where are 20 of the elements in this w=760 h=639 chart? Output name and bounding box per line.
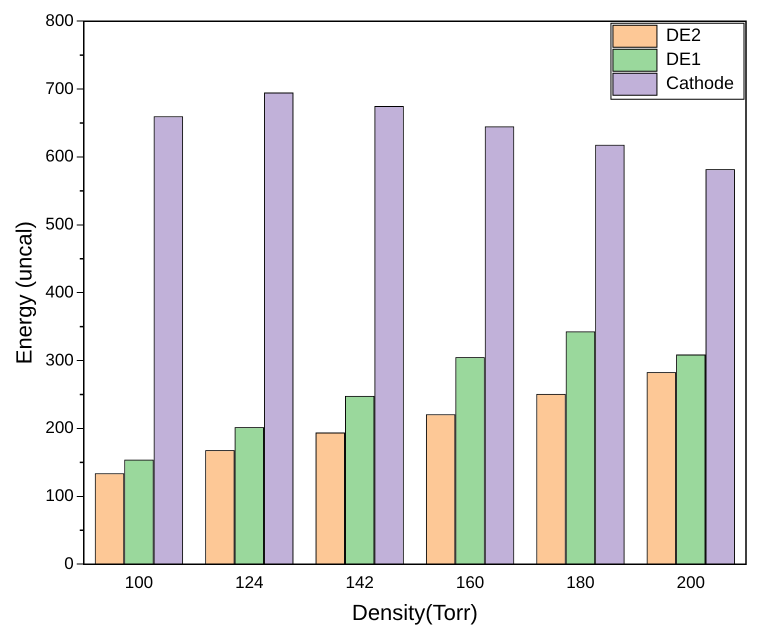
y-tick-label: 500 [45,214,74,234]
x-tick-label: 124 [235,573,264,592]
x-tick-label: 100 [124,573,154,592]
x-tick-label: 180 [566,573,595,592]
y-tick-label: 200 [45,418,74,438]
legend-label: DE2 [666,25,701,46]
x-tick-label: 160 [456,573,484,592]
y-tick-label: 300 [45,350,74,370]
x-tick-label: 200 [676,573,705,592]
x-axis-title: Density(Torr) [352,600,478,625]
y-tick-label: 800 [45,10,74,30]
y-axis-title: Energy (uncal) [11,221,36,364]
x-tick-label: 142 [346,573,374,592]
y-tick-label: 100 [45,486,74,506]
legend-label: DE1 [666,49,701,70]
y-tick-label: 0 [64,554,74,573]
y-tick-label: 400 [45,282,74,302]
y-tick-label: 600 [45,146,74,166]
y-tick-label: 700 [45,78,74,98]
legend-label: Cathode [666,73,734,94]
